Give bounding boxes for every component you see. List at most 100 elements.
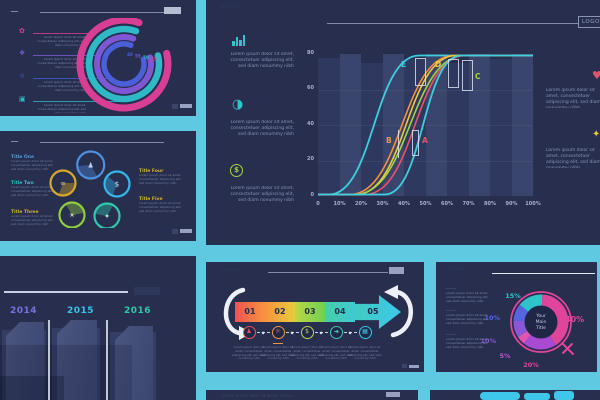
- donut-seg-10a: [513, 304, 529, 322]
- curve-cyan-2: [318, 54, 533, 196]
- slide-radial-rings: ✿ Lorem ipsum dolor sit amet, consectetu…: [0, 0, 196, 116]
- step-note: Lorem ipsum dolor sit amet, consectetuer…: [348, 346, 382, 361]
- process-step-4: 04: [325, 302, 355, 322]
- donut-label-10b: 10%: [480, 337, 496, 345]
- marker-B: B: [386, 136, 392, 145]
- marker-D: D: [435, 60, 442, 69]
- title-underline: [268, 272, 388, 273]
- donut-label-15: 15%: [505, 292, 521, 300]
- ring-outer: [76, 18, 172, 112]
- ring-value: 40: [127, 52, 133, 57]
- x-tick: 10%: [333, 201, 346, 207]
- marker-A: A: [422, 136, 428, 145]
- heart-icon: ♥: [592, 69, 600, 82]
- cycle-item-note: Lorem ipsum dolor sit amet, consectetuer…: [11, 215, 54, 226]
- bar-2015: [57, 320, 97, 400]
- donut-label-5: 5%: [499, 352, 511, 360]
- glasses-icon: ∞: [60, 180, 66, 188]
- marker-line: [398, 130, 399, 158]
- donut-note: Lorem ipsum dolor sit amet, consectetuer…: [446, 338, 489, 349]
- connector-dashes: [344, 332, 357, 333]
- gridline: [318, 125, 533, 126]
- cyan-title-blob: [554, 391, 574, 400]
- bg-column: [447, 63, 469, 196]
- connector-dashes: [315, 332, 328, 333]
- partial-title: Lorem ipsum dolor sit amet, consectetuer…: [222, 393, 292, 398]
- ring-2: [85, 25, 163, 103]
- network-icon: ❖: [19, 49, 26, 57]
- legend-connector: [33, 101, 120, 102]
- ring-value: 55: [135, 54, 141, 59]
- female-symbol-crossbar: [562, 343, 573, 354]
- y-tick: 20: [307, 156, 314, 162]
- process-step-5: 05: [367, 307, 379, 316]
- cycle-circle-bottom-right: [93, 202, 121, 228]
- cyan-title-blob: [524, 393, 550, 400]
- cycle-item-title: Title Four: [139, 169, 164, 174]
- share-icon: ✦: [104, 213, 110, 221]
- slide-title: Title here: [220, 267, 239, 272]
- cycle-circle-left: [49, 169, 77, 197]
- bar-2014: [6, 322, 44, 400]
- curve-E: [318, 54, 533, 196]
- donut-chart: [510, 291, 574, 355]
- logo-placeholder: [389, 267, 404, 274]
- legend-note: Lorem ipsum dolor sit amet, consectetuer…: [37, 58, 86, 69]
- marker-bracket: [412, 130, 419, 156]
- marker-C: C: [475, 72, 481, 81]
- title-underline: [327, 23, 578, 24]
- donut-seg-40: [541, 294, 569, 346]
- donut-label-10a: 10%: [484, 314, 500, 322]
- lightbulb-icon: ☼: [19, 72, 26, 80]
- plot-area: [318, 54, 533, 196]
- divider-line: [106, 320, 108, 400]
- x-tick: 30%: [376, 201, 389, 207]
- note-text: Lorem ipsum dolor sit amet, consectetuer…: [546, 88, 600, 108]
- female-symbol-ring: [510, 291, 572, 353]
- step-note: Lorem ipsum dolor sit amet, consectetuer…: [319, 346, 353, 361]
- connector-dashes: [257, 332, 270, 333]
- x-tick: 70%: [462, 201, 475, 207]
- briefcase-icon: ▦: [358, 326, 372, 339]
- x-tick: 80%: [484, 201, 496, 207]
- curve-B: [318, 54, 533, 196]
- flower-icon: ✿: [19, 27, 25, 35]
- step-note: Lorem ipsum dolor sit amet, consectetuer…: [261, 346, 295, 361]
- cycle-circle-right: [103, 170, 131, 198]
- note-text: Lorem ipsum dolor sit amet, consectetuer…: [230, 186, 294, 204]
- cycle-item-title: Title Three: [11, 210, 39, 215]
- person-icon: ♟: [88, 162, 94, 170]
- wedge: [58, 183, 76, 196]
- cycle-item-note: Lorem ipsum dolor sit amet, consectetuer…: [11, 160, 54, 171]
- bar-2016: [115, 326, 153, 400]
- connector-dashes: [286, 332, 299, 333]
- page-indicator-bar: [409, 365, 419, 368]
- curve-A: [318, 54, 533, 196]
- donut-note: Lorem ipsum dolor sit amet, consectetuer…: [446, 314, 489, 325]
- legend-note: Lorem ipsum dolor sit amet, consectetuer…: [37, 104, 86, 113]
- donut-note: Lorem ipsum dolor sit amet, consectetuer…: [446, 292, 489, 303]
- bg-column: [490, 59, 512, 196]
- x-tick: 40%: [398, 201, 410, 207]
- note-accent-dash: [273, 343, 283, 344]
- note-title-dash: [446, 334, 456, 335]
- slide-partial-1: Lorem ipsum dolor sit amet, consectetuer…: [206, 390, 418, 400]
- y-tick: 40: [307, 121, 314, 127]
- cycle-item-title: Title Five: [139, 197, 163, 202]
- page-indicator-bar: [180, 229, 192, 233]
- x-tick: 90%: [505, 201, 518, 207]
- diamond-icon: ◆: [261, 329, 265, 335]
- briefcase-icon: ▣: [19, 95, 26, 103]
- bar-chart-icon: [232, 34, 246, 46]
- year-label: 2014: [10, 306, 38, 316]
- ring-inner: [101, 41, 147, 87]
- cycle-item-note: Lorem ipsum dolor sit amet, consectetuer…: [139, 202, 182, 213]
- marker-bracket: [462, 60, 473, 91]
- logo-placeholder: [386, 392, 400, 397]
- donut-label-20: 20%: [523, 361, 539, 369]
- diamond-icon: ◆: [290, 329, 294, 335]
- slide-title: Title here: [446, 266, 465, 271]
- legend-connector: [33, 78, 110, 79]
- marker-bracket: [415, 58, 426, 86]
